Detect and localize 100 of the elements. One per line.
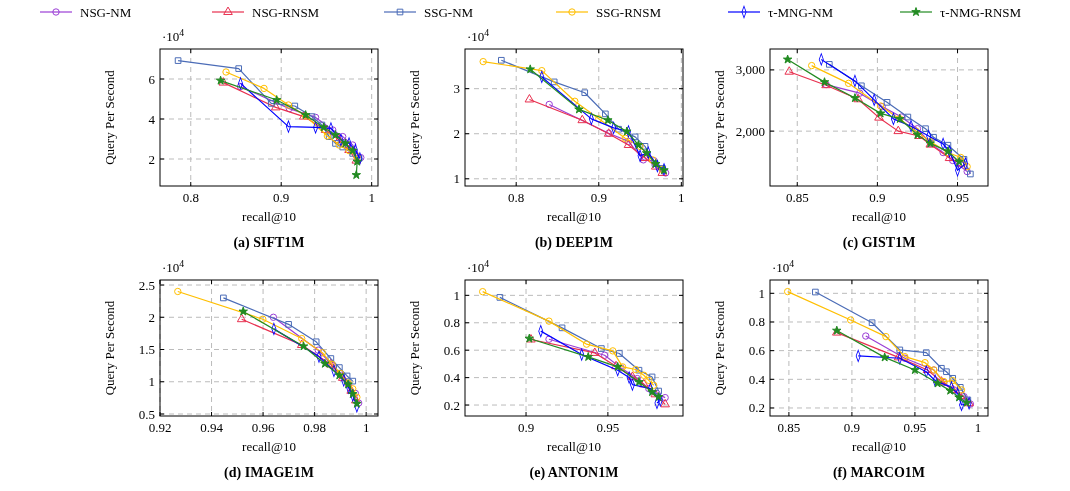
point: [963, 162, 971, 171]
x-tick-label: 1: [368, 190, 375, 205]
y-tick-label: 4: [148, 111, 156, 127]
point: [868, 319, 876, 327]
y-tick-label: 2,000: [735, 123, 765, 139]
y-tick-label: 1: [453, 287, 460, 303]
point: [343, 372, 351, 380]
point: [291, 102, 299, 110]
y-tick-label: 0.8: [443, 315, 460, 331]
point: [807, 61, 816, 70]
point: [330, 130, 341, 140]
point: [634, 377, 644, 387]
x-tick-label: 0.95: [946, 190, 969, 205]
x-axis-title: recall@10: [852, 209, 906, 224]
point: [910, 365, 920, 375]
point: [267, 100, 275, 107]
text: ·10$^{4}$: [162, 257, 185, 275]
point: [783, 287, 792, 296]
point: [332, 140, 339, 147]
text: (f) MARCO1M: [832, 465, 926, 481]
text: ·10$^{4}$: [162, 26, 185, 44]
point: [220, 294, 227, 302]
y-tick-label: 3,000: [735, 62, 765, 78]
point: [640, 371, 648, 379]
x-axis-title: recall@10: [852, 439, 906, 454]
point: [600, 351, 609, 359]
x-tick-label: 0.96: [251, 420, 275, 435]
point: [583, 351, 593, 361]
x-tick-label: 0.9: [590, 190, 607, 205]
point: [639, 156, 648, 164]
point: [645, 376, 653, 385]
point: [921, 359, 929, 367]
y-tick-label: 2: [453, 126, 460, 142]
point: [648, 373, 656, 381]
point: [875, 108, 886, 118]
y-tick-label: 2: [148, 151, 155, 167]
point: [340, 138, 351, 148]
point: [661, 169, 670, 177]
point: [589, 347, 600, 356]
point: [320, 358, 330, 368]
legend-label: SSG-RNSM: [596, 4, 662, 20]
text: ·10$^{4}$: [772, 257, 795, 275]
point: [641, 143, 649, 150]
point: [311, 113, 320, 122]
point: [545, 335, 553, 343]
point: [478, 287, 487, 296]
point: [260, 84, 268, 93]
y-tick-label: 6: [148, 71, 156, 87]
point: [647, 387, 657, 397]
point: [615, 125, 622, 133]
point: [351, 170, 361, 180]
y-tick-label: 0.6: [748, 343, 766, 359]
point: [922, 364, 933, 373]
y-tick-label: 0.4: [443, 370, 461, 386]
text: (d) IMAGE1M: [224, 465, 314, 481]
point: [782, 54, 793, 64]
point: [582, 340, 591, 348]
point: [347, 145, 358, 155]
point: [621, 134, 629, 142]
point: [525, 64, 535, 74]
x-tick-label: 0.9: [517, 420, 535, 435]
y-tick-label: 3: [453, 81, 460, 97]
point: [479, 57, 487, 66]
x-axis-title: recall@10: [547, 209, 601, 224]
point: [298, 334, 306, 343]
text: (c) GIST1M: [842, 235, 916, 251]
point: [312, 338, 320, 346]
x-tick-label: 1: [362, 420, 370, 435]
point: [893, 125, 904, 135]
x-tick-label: 0.98: [303, 420, 326, 435]
point: [856, 89, 864, 97]
y-axis-title: Query Per Second: [712, 69, 727, 165]
y-axis-title: Query Per Second: [102, 69, 117, 165]
point: [314, 346, 322, 354]
point: [641, 148, 652, 158]
point: [577, 114, 588, 124]
text: (b) DEEP1M: [534, 235, 614, 251]
x-tick-label: 0.85: [785, 190, 809, 205]
point: [879, 352, 890, 362]
text: ·10$^{4}$: [467, 257, 490, 275]
point: [932, 378, 943, 388]
legend-label: NSG-RNSM: [252, 4, 320, 20]
point: [650, 381, 658, 389]
point: [883, 99, 891, 106]
y-axis-title: Query Per Second: [712, 300, 727, 396]
point: [235, 65, 243, 72]
point: [222, 68, 230, 76]
point: [349, 377, 357, 385]
point: [558, 324, 566, 332]
point: [904, 113, 912, 121]
x-tick-label: 0.95: [903, 420, 927, 435]
x-tick-label: 0.92: [148, 420, 172, 435]
y-tick-label: 0.6: [443, 342, 461, 358]
point: [893, 351, 904, 361]
x-tick-label: 0.9: [273, 190, 290, 205]
x-tick-label: 0.9: [843, 420, 861, 435]
point: [598, 345, 605, 352]
y-tick-label: 0.2: [443, 397, 460, 413]
point: [812, 288, 819, 296]
point: [939, 148, 947, 157]
